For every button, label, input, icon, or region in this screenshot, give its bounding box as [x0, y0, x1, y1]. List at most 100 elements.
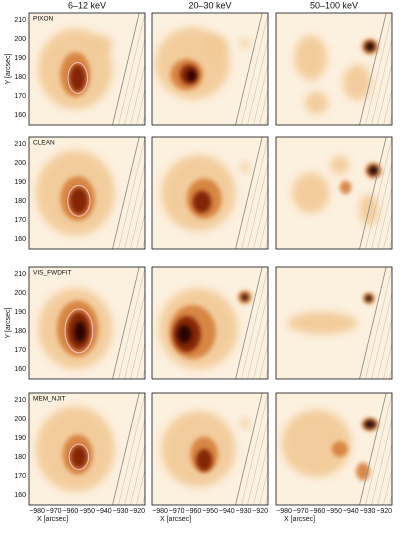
contour — [68, 443, 90, 471]
grid-line — [359, 137, 387, 249]
panel — [275, 266, 400, 380]
grid-line — [259, 212, 268, 249]
grid-line — [241, 393, 268, 505]
frame — [151, 266, 269, 380]
grid-line — [124, 418, 145, 505]
grid-line — [118, 393, 145, 505]
y-tick-label: 210 — [14, 17, 26, 24]
grid-line — [235, 267, 263, 379]
frame — [275, 136, 393, 250]
grid-line — [118, 267, 145, 379]
contour — [67, 62, 88, 94]
column-title: 50–100 keV — [310, 0, 358, 10]
grid-line — [377, 443, 392, 505]
column-title: 6–12 keV — [68, 0, 106, 10]
grid-line — [253, 317, 268, 379]
grid-line — [247, 418, 268, 505]
y-tick-label: 200 — [14, 160, 26, 167]
heatmap — [152, 137, 268, 249]
emission — [177, 325, 192, 344]
panel: PIXON — [28, 12, 146, 126]
emission — [330, 156, 350, 174]
emission — [281, 409, 352, 477]
grid-line — [253, 63, 268, 125]
x-tick-label: −950 — [79, 508, 95, 515]
y-tick-label: 170 — [14, 473, 26, 480]
grid-line — [124, 162, 145, 249]
panel: MEM_NJIT −980 −970 −960 −950 −940 −930 −920 X [a… — [28, 392, 146, 523]
emission — [186, 70, 197, 82]
emission — [240, 162, 250, 172]
x-axis-label: X [arcsec] — [160, 516, 191, 523]
grid-line — [365, 267, 392, 379]
x-tick-label: −950 — [326, 508, 342, 515]
grid-line — [136, 88, 145, 125]
emission — [74, 321, 86, 343]
grid-line — [112, 393, 140, 505]
x-tick-label: −930 — [236, 508, 252, 515]
grid-line — [383, 212, 392, 249]
emission — [196, 449, 213, 472]
grid-line — [365, 393, 392, 505]
x-tick-label: −980 — [152, 508, 168, 515]
emission — [287, 311, 358, 335]
heatmap — [29, 267, 145, 379]
grid-line — [235, 393, 263, 505]
grid-line — [124, 292, 145, 379]
emission — [365, 295, 373, 302]
panel — [275, 12, 393, 126]
panel — [151, 266, 269, 380]
y-tick-label: 180 — [14, 454, 26, 461]
grid-line — [235, 137, 263, 249]
y-tick-label: 160 — [14, 112, 26, 119]
x-tick-label: −920 — [129, 508, 145, 515]
grid-line — [371, 292, 392, 379]
grid-line — [396, 267, 400, 379]
heatmap — [276, 137, 392, 249]
y-tick-label: 190 — [14, 55, 26, 62]
y-tick-label: 160 — [14, 236, 26, 243]
grid-line — [365, 13, 392, 125]
y-tick-label: 210 — [14, 397, 26, 404]
frame — [28, 136, 146, 250]
x-axis-label: X [arcsec] — [37, 516, 68, 523]
grid-line — [118, 13, 145, 125]
grid-line — [130, 317, 145, 379]
grid-line — [377, 187, 392, 249]
method-label: PIXON — [33, 16, 54, 23]
x-tick-label: −960 — [63, 508, 79, 515]
y-tick-label: 180 — [14, 198, 26, 205]
emission — [240, 38, 250, 48]
grid-line — [396, 393, 400, 505]
panel: CLEAN — [28, 136, 146, 250]
x-tick-label: −920 — [376, 508, 392, 515]
grid-line — [259, 342, 268, 379]
grid-line — [253, 443, 268, 505]
x-tick-label: −980 — [276, 508, 292, 515]
grid-line — [359, 267, 387, 379]
x-axis-label: X [arcsec] — [284, 516, 315, 523]
emission — [89, 35, 113, 54]
panel: −980 −970 −960 −950 −940 −930 −920 X [arcsec] — [275, 392, 400, 523]
grid-line — [118, 137, 145, 249]
y-tick-label: 160 — [14, 366, 26, 373]
grid-line — [359, 393, 387, 505]
panel — [151, 136, 269, 250]
frame — [28, 392, 146, 506]
grid-line — [259, 88, 268, 125]
x-tick-label: −940 — [96, 508, 112, 515]
grid-line — [235, 13, 263, 125]
contour — [67, 184, 91, 217]
grid-line — [371, 418, 392, 505]
heatmap — [276, 267, 400, 379]
emission — [364, 419, 376, 429]
grid-line — [377, 63, 392, 125]
emission — [204, 35, 228, 58]
emission — [364, 41, 376, 52]
y-tick-label: 210 — [14, 271, 26, 278]
y-tick-label: 170 — [14, 217, 26, 224]
grid-line — [247, 162, 268, 249]
y-axis-label: Y [arcsec] — [5, 53, 12, 84]
frame — [151, 136, 269, 250]
